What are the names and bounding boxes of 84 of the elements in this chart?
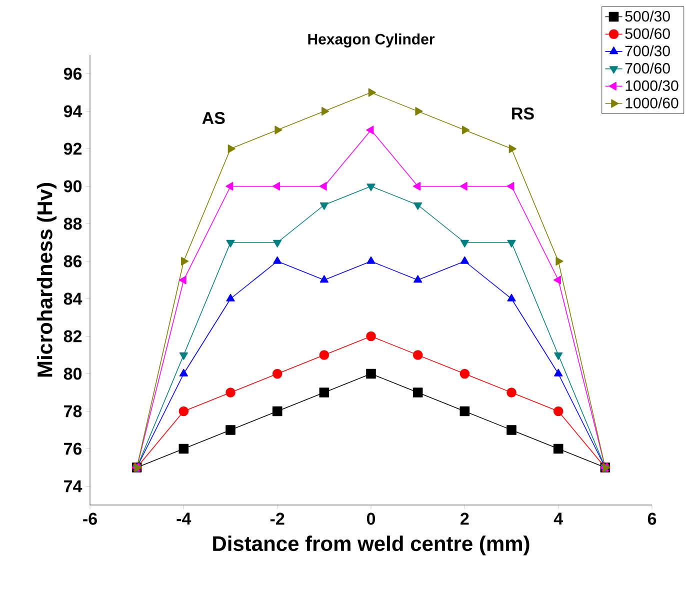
point xyxy=(178,406,189,416)
point xyxy=(553,276,561,284)
point xyxy=(506,425,516,435)
y-tick-label: 74 xyxy=(64,480,82,492)
point xyxy=(460,256,469,264)
point xyxy=(226,294,235,302)
point xyxy=(273,256,282,264)
legend-label: 1000/30 xyxy=(626,80,678,91)
x-axis-title: Distance from weld centre (mm) xyxy=(213,536,530,556)
x-tick-label: 0 xyxy=(366,512,376,525)
point xyxy=(179,368,188,376)
point xyxy=(553,444,564,454)
y-tick-label: 96 xyxy=(64,68,82,80)
point xyxy=(366,368,376,379)
x-tick-label: 4 xyxy=(554,512,563,524)
annotation: RS xyxy=(512,107,534,120)
point xyxy=(366,256,376,264)
point xyxy=(414,202,422,210)
y-tick-label: 90 xyxy=(64,180,82,192)
point xyxy=(507,240,516,248)
point xyxy=(460,182,468,191)
point xyxy=(226,388,236,398)
point xyxy=(554,368,563,376)
point xyxy=(320,202,328,210)
y-tick-label: 86 xyxy=(64,255,82,268)
point xyxy=(272,182,280,191)
point xyxy=(226,425,236,435)
y-tick-label: 76 xyxy=(64,442,82,455)
point xyxy=(460,406,470,416)
point xyxy=(506,182,514,191)
point xyxy=(556,256,564,266)
chart-title: Hexagon Cylinder xyxy=(308,33,435,48)
y-tick-label: 78 xyxy=(64,405,82,418)
point xyxy=(412,350,423,360)
annotation: AS xyxy=(202,112,225,124)
y-axis-title: Microhardness (Hv) xyxy=(36,183,56,377)
point xyxy=(368,88,376,97)
x-tick-label: -2 xyxy=(270,512,284,525)
legend-label: 700/60 xyxy=(625,62,670,74)
point xyxy=(414,275,422,283)
point xyxy=(274,126,282,134)
point xyxy=(181,256,189,266)
x-tick-label: 6 xyxy=(648,512,656,525)
point xyxy=(178,444,189,454)
point xyxy=(366,331,376,342)
point xyxy=(320,275,328,283)
point xyxy=(228,144,236,154)
y-tick-label: 80 xyxy=(64,368,82,380)
point xyxy=(319,182,327,191)
point xyxy=(272,368,282,379)
legend-label: 1000/60 xyxy=(626,97,678,108)
y-tick-label: 82 xyxy=(64,330,82,342)
point xyxy=(415,106,423,116)
y-tick-label: 84 xyxy=(64,292,82,305)
x-tick-label: -4 xyxy=(176,512,192,524)
legend-label: 500/60 xyxy=(625,28,670,39)
y-tick-label: 88 xyxy=(64,218,82,230)
point xyxy=(178,276,186,284)
point xyxy=(554,352,563,360)
legend-label: 500/30 xyxy=(625,10,670,22)
point xyxy=(179,352,188,360)
y-tick-label: 92 xyxy=(64,142,82,155)
point xyxy=(319,350,330,360)
x-tick-label: -6 xyxy=(83,512,97,525)
point xyxy=(322,106,330,116)
point xyxy=(273,240,282,248)
point xyxy=(460,368,470,379)
point xyxy=(366,184,376,192)
legend-label: 700/30 xyxy=(625,45,670,56)
point xyxy=(507,294,516,302)
point xyxy=(506,388,516,398)
point xyxy=(553,406,564,416)
point xyxy=(412,388,423,398)
point xyxy=(462,126,470,134)
y-tick-label: 94 xyxy=(64,105,82,118)
point xyxy=(226,182,234,191)
point xyxy=(508,144,516,154)
point xyxy=(319,388,330,398)
x-tick-label: 2 xyxy=(460,512,469,525)
point xyxy=(412,182,420,191)
point xyxy=(226,240,235,248)
point xyxy=(460,240,469,248)
point xyxy=(366,126,374,134)
point xyxy=(272,406,282,416)
